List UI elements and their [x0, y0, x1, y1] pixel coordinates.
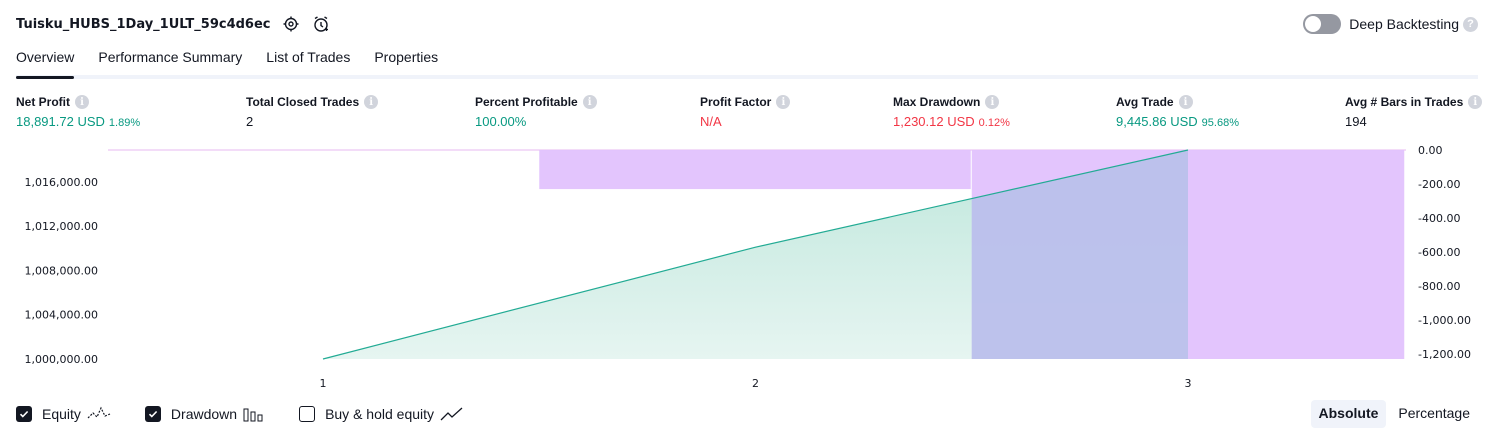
metric-percent: 95.68%	[1201, 117, 1239, 129]
metric-label: Profit Factor	[700, 95, 772, 109]
metric-value: 18,891.72 USD	[16, 114, 105, 129]
metric-avg-bars: Avg # Bars in Trades i 194	[1345, 94, 1483, 129]
right-axis-tick-label: -200.00	[1418, 178, 1460, 191]
drawdown-checkbox[interactable]: Drawdown	[144, 406, 265, 422]
strategy-header: Tuisku_HUBS_1Day_1ULT_59c4d6ec	[16, 12, 331, 36]
deep-backtesting-toggle[interactable]	[1303, 14, 1342, 34]
scale-mode-switch: Absolute Percentage	[1307, 400, 1479, 428]
toggle-knob	[1305, 16, 1322, 32]
left-axis-tick-label: 1,004,000.00	[25, 309, 98, 322]
deep-backtesting-label: Deep Backtesting	[1349, 16, 1459, 32]
metric-label: Avg Trade	[1116, 95, 1174, 109]
equity-line-icon	[87, 406, 111, 422]
equity-label: Equity	[42, 406, 81, 422]
metric-percent-profitable: Percent Profitable i 100.00%	[475, 94, 597, 129]
left-axis-tick-label: 1,008,000.00	[25, 264, 98, 277]
tab-performance-summary[interactable]: Performance Summary	[98, 49, 243, 65]
x-axis-tick-label: 2	[752, 377, 759, 390]
info-icon[interactable]: i	[75, 95, 89, 109]
metric-total-closed-trades: Total Closed Trades i 2	[246, 94, 379, 129]
metric-label: Total Closed Trades	[246, 95, 360, 109]
checkbox-unchecked-icon	[299, 406, 316, 422]
equity-drawdown-chart[interactable]: 1,000,000.00 1,004,000.00 1,008,000.00 1,01…	[0, 140, 1494, 400]
settings-icon[interactable]	[281, 14, 301, 34]
right-axis-tick-label: -400.00	[1418, 212, 1460, 225]
metric-percent: 1.89%	[108, 117, 141, 129]
metric-percent: 0.12%	[978, 117, 1010, 129]
metric-net-profit: Net Profit i 18,891.72 USD 1.89%	[16, 94, 140, 129]
info-icon[interactable]: i	[1468, 95, 1483, 109]
drawdown-bar	[539, 150, 971, 190]
buy-hold-line-icon	[440, 406, 464, 422]
metric-value: N/A	[700, 114, 722, 129]
alert-clock-icon[interactable]	[311, 14, 331, 34]
deep-backtesting-control: Deep Backtesting ?	[1303, 12, 1478, 36]
info-icon[interactable]: i	[776, 95, 791, 109]
info-icon[interactable]: i	[985, 95, 1000, 109]
right-axis-tick-label: -1,200.00	[1418, 348, 1471, 361]
right-axis-tick-label: -1,000.00	[1418, 314, 1471, 327]
buy-hold-label: Buy & hold equity	[325, 406, 435, 422]
metric-label: Percent Profitable	[475, 95, 578, 109]
metric-avg-trade: Avg Trade i 9,445.86 USD 95.68%	[1116, 94, 1239, 129]
metric-label: Net Profit	[16, 95, 70, 109]
metric-value: 1,230.12 USD	[893, 114, 975, 129]
drawdown-label: Drawdown	[170, 406, 238, 422]
buy-hold-checkbox[interactable]: Buy & hold equity	[299, 406, 464, 422]
right-axis-tick-label: -800.00	[1418, 280, 1460, 293]
absolute-button[interactable]: Absolute	[1310, 400, 1387, 428]
info-icon[interactable]: i	[1178, 95, 1193, 109]
equity-drawdown-overlap	[971, 150, 1188, 359]
left-axis-tick-label: 1,000,000.00	[25, 353, 98, 366]
percentage-button[interactable]: Percentage	[1398, 405, 1470, 421]
metric-max-drawdown: Max Drawdown i 1,230.12 USD 0.12%	[893, 94, 1010, 129]
drawdown-bars-icon	[243, 406, 265, 422]
left-axis-tick-label: 1,016,000.00	[25, 176, 98, 189]
tab-overview[interactable]: Overview	[16, 45, 75, 79]
left-axis-tick-label: 1,012,000.00	[25, 220, 98, 233]
x-axis-tick-label: 3	[1185, 377, 1192, 390]
checkbox-checked-icon	[144, 406, 161, 422]
checkbox-checked-icon	[16, 406, 32, 422]
metric-value: 9,445.86 USD	[1116, 114, 1198, 129]
metric-value: 194	[1345, 114, 1367, 129]
tab-list-of-trades[interactable]: List of Trades	[266, 49, 351, 65]
tab-properties[interactable]: Properties	[374, 49, 439, 65]
help-icon[interactable]: ?	[1463, 16, 1478, 32]
x-axis-tick-label: 1	[320, 377, 327, 390]
chart-legend: Equity Drawdown Buy & hold equity	[16, 403, 498, 425]
strategy-title: Tuisku_HUBS_1Day_1ULT_59c4d6ec	[16, 16, 271, 32]
metric-label: Avg # Bars in Trades	[1345, 95, 1464, 109]
equity-checkbox[interactable]: Equity	[16, 406, 111, 422]
tab-bar: Overview Performance Summary List of Tra…	[16, 45, 1478, 79]
metric-label: Max Drawdown	[893, 95, 981, 109]
info-icon[interactable]: i	[364, 95, 379, 109]
info-icon[interactable]: i	[582, 95, 597, 109]
metric-value: 100.00%	[475, 114, 527, 129]
metric-value: 2	[246, 114, 254, 129]
metric-profit-factor: Profit Factor i N/A	[700, 94, 791, 129]
equity-line	[322, 149, 1189, 360]
right-axis-tick-label: -600.00	[1418, 246, 1460, 259]
right-axis-tick-label: 0.00	[1418, 144, 1443, 157]
